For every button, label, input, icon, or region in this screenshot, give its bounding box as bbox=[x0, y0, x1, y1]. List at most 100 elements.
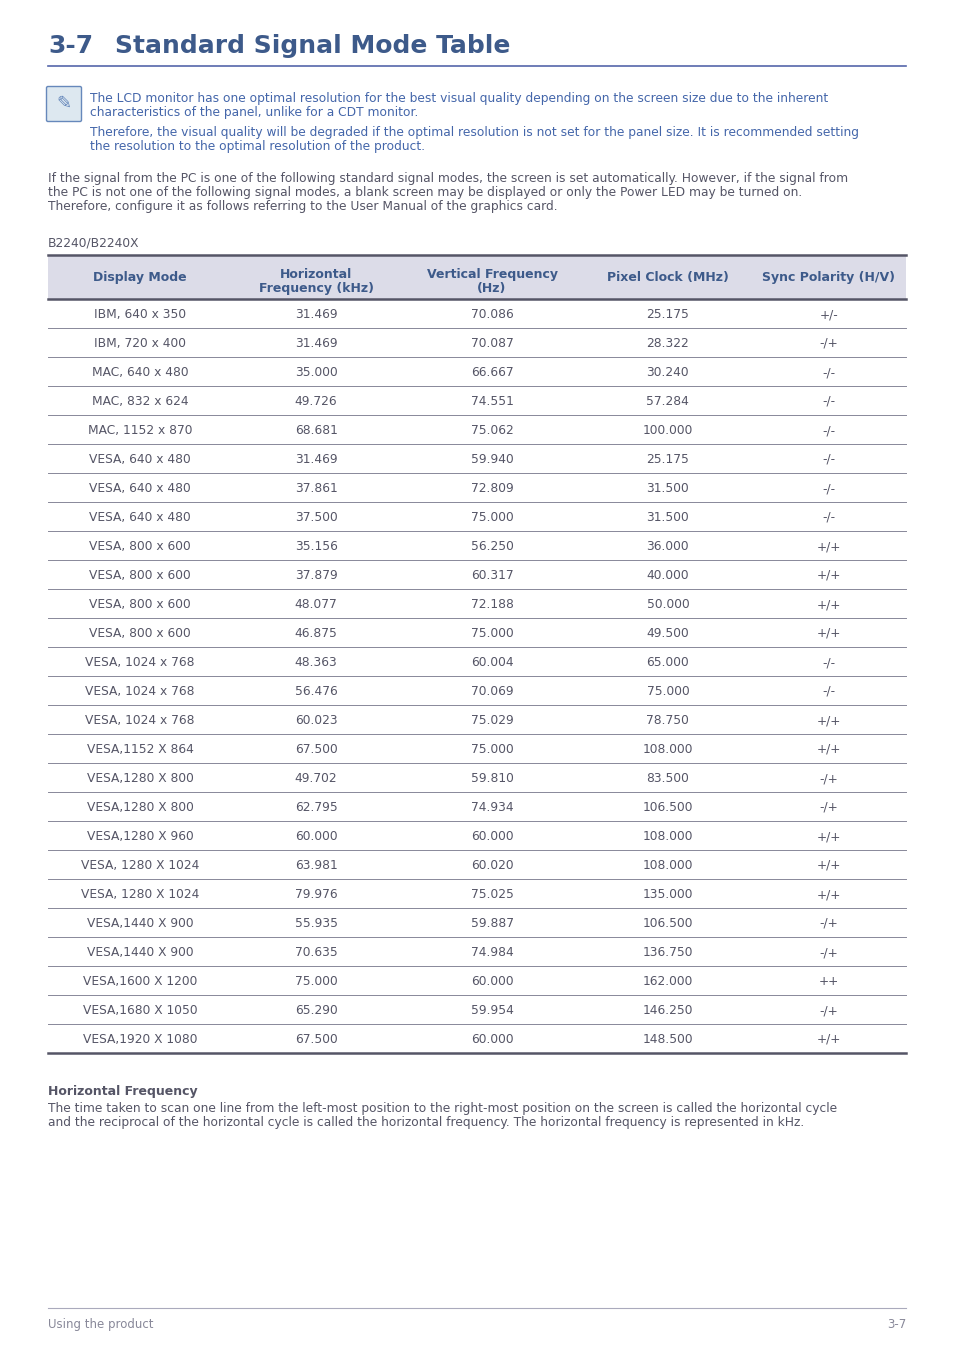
Bar bbox=[48, 255, 905, 298]
Text: 60.317: 60.317 bbox=[470, 568, 513, 582]
Bar bbox=[48, 531, 905, 560]
Text: IBM, 640 x 350: IBM, 640 x 350 bbox=[94, 308, 186, 321]
Text: VESA, 800 x 600: VESA, 800 x 600 bbox=[90, 626, 191, 640]
Text: 55.935: 55.935 bbox=[294, 917, 337, 930]
Text: 60.000: 60.000 bbox=[470, 1033, 513, 1046]
Bar bbox=[48, 386, 905, 414]
Text: 78.750: 78.750 bbox=[646, 714, 689, 728]
Text: 63.981: 63.981 bbox=[294, 859, 337, 872]
Bar bbox=[48, 1025, 905, 1053]
Bar bbox=[48, 937, 905, 967]
Text: 162.000: 162.000 bbox=[642, 975, 693, 988]
Text: VESA,1152 X 864: VESA,1152 X 864 bbox=[87, 743, 193, 756]
Bar bbox=[48, 298, 905, 328]
Text: 31.500: 31.500 bbox=[646, 482, 689, 495]
Text: the PC is not one of the following signal modes, a blank screen may be displayed: the PC is not one of the following signa… bbox=[48, 186, 801, 198]
Text: +/+: +/+ bbox=[816, 626, 841, 640]
Text: -/-: -/- bbox=[821, 512, 835, 524]
Text: 46.875: 46.875 bbox=[294, 626, 337, 640]
Text: the resolution to the optimal resolution of the product.: the resolution to the optimal resolution… bbox=[90, 140, 425, 153]
Text: VESA, 1024 x 768: VESA, 1024 x 768 bbox=[86, 714, 194, 728]
Text: 60.000: 60.000 bbox=[294, 830, 337, 842]
Text: 68.681: 68.681 bbox=[294, 424, 337, 437]
Bar bbox=[48, 879, 905, 909]
Bar bbox=[48, 647, 905, 676]
Bar bbox=[48, 356, 905, 386]
Text: 62.795: 62.795 bbox=[294, 801, 337, 814]
Text: The LCD monitor has one optimal resolution for the best visual quality depending: The LCD monitor has one optimal resoluti… bbox=[90, 92, 827, 105]
Text: 3-7: 3-7 bbox=[48, 34, 93, 58]
Text: 37.879: 37.879 bbox=[294, 568, 337, 582]
Text: ✎: ✎ bbox=[56, 95, 71, 113]
Bar bbox=[48, 763, 905, 792]
Text: 75.000: 75.000 bbox=[470, 743, 513, 756]
Text: VESA,1680 X 1050: VESA,1680 X 1050 bbox=[83, 1004, 197, 1017]
Text: MAC, 1152 x 870: MAC, 1152 x 870 bbox=[88, 424, 193, 437]
Text: VESA,1280 X 800: VESA,1280 X 800 bbox=[87, 772, 193, 784]
Text: Frequency (kHz): Frequency (kHz) bbox=[258, 282, 374, 296]
Text: 36.000: 36.000 bbox=[646, 540, 688, 553]
Text: 59.810: 59.810 bbox=[470, 772, 513, 784]
Text: +/+: +/+ bbox=[816, 598, 841, 612]
Text: ++: ++ bbox=[818, 975, 838, 988]
Text: 48.363: 48.363 bbox=[294, 656, 337, 670]
Text: -/-: -/- bbox=[821, 454, 835, 466]
Text: 35.000: 35.000 bbox=[294, 366, 337, 379]
Text: 49.500: 49.500 bbox=[646, 626, 689, 640]
Text: characteristics of the panel, unlike for a CDT monitor.: characteristics of the panel, unlike for… bbox=[90, 107, 418, 119]
Bar bbox=[48, 560, 905, 589]
Text: 56.250: 56.250 bbox=[470, 540, 513, 553]
Text: VESA,1440 X 900: VESA,1440 X 900 bbox=[87, 946, 193, 958]
Text: -/+: -/+ bbox=[819, 772, 838, 784]
FancyBboxPatch shape bbox=[47, 86, 81, 122]
Text: 79.976: 79.976 bbox=[294, 888, 337, 900]
Bar bbox=[48, 705, 905, 734]
Text: -/+: -/+ bbox=[819, 338, 838, 350]
Text: +/+: +/+ bbox=[816, 540, 841, 553]
Text: 75.000: 75.000 bbox=[294, 975, 337, 988]
Text: 100.000: 100.000 bbox=[642, 424, 693, 437]
Text: 49.726: 49.726 bbox=[294, 396, 337, 408]
Text: 31.500: 31.500 bbox=[646, 512, 689, 524]
Text: +/+: +/+ bbox=[816, 714, 841, 728]
Text: If the signal from the PC is one of the following standard signal modes, the scr: If the signal from the PC is one of the … bbox=[48, 171, 847, 185]
Text: +/-: +/- bbox=[819, 308, 838, 321]
Bar bbox=[48, 967, 905, 995]
Bar bbox=[48, 676, 905, 705]
Text: VESA, 800 x 600: VESA, 800 x 600 bbox=[90, 598, 191, 612]
Text: +/+: +/+ bbox=[816, 830, 841, 842]
Bar bbox=[48, 414, 905, 444]
Bar bbox=[48, 444, 905, 472]
Text: 106.500: 106.500 bbox=[642, 917, 693, 930]
Text: 148.500: 148.500 bbox=[642, 1033, 693, 1046]
Text: 59.940: 59.940 bbox=[470, 454, 513, 466]
Text: 56.476: 56.476 bbox=[294, 684, 337, 698]
Text: B2240/B2240X: B2240/B2240X bbox=[48, 236, 139, 248]
Text: 75.029: 75.029 bbox=[470, 714, 513, 728]
Text: 37.500: 37.500 bbox=[294, 512, 337, 524]
Text: 108.000: 108.000 bbox=[642, 830, 693, 842]
Text: 28.322: 28.322 bbox=[646, 338, 689, 350]
Bar bbox=[48, 909, 905, 937]
Text: 25.175: 25.175 bbox=[646, 454, 689, 466]
Text: 146.250: 146.250 bbox=[642, 1004, 693, 1017]
Text: 60.000: 60.000 bbox=[470, 830, 513, 842]
Text: Pixel Clock (MHz): Pixel Clock (MHz) bbox=[606, 270, 728, 284]
Text: Horizontal: Horizontal bbox=[280, 269, 352, 281]
Text: +/+: +/+ bbox=[816, 568, 841, 582]
Text: MAC, 832 x 624: MAC, 832 x 624 bbox=[91, 396, 189, 408]
Text: 25.175: 25.175 bbox=[646, 308, 689, 321]
Bar bbox=[48, 472, 905, 502]
Text: 59.954: 59.954 bbox=[470, 1004, 513, 1017]
Text: 35.156: 35.156 bbox=[294, 540, 337, 553]
Text: Using the product: Using the product bbox=[48, 1318, 153, 1331]
Bar bbox=[48, 792, 905, 821]
Text: Therefore, the visual quality will be degraded if the optimal resolution is not : Therefore, the visual quality will be de… bbox=[90, 126, 858, 139]
Text: 74.984: 74.984 bbox=[470, 946, 513, 958]
Text: VESA, 800 x 600: VESA, 800 x 600 bbox=[90, 540, 191, 553]
Text: 59.887: 59.887 bbox=[470, 917, 513, 930]
Text: VESA, 640 x 480: VESA, 640 x 480 bbox=[90, 512, 191, 524]
Text: 65.000: 65.000 bbox=[646, 656, 689, 670]
Bar bbox=[48, 821, 905, 850]
Text: -/+: -/+ bbox=[819, 917, 838, 930]
